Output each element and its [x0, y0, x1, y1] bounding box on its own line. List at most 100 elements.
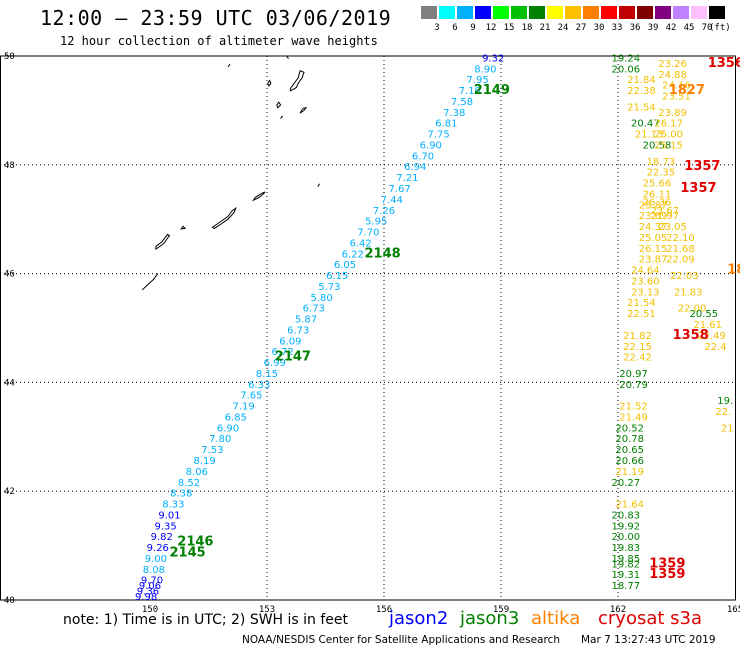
- wave-height-value: 20.00: [611, 532, 640, 543]
- satellite-name: jason3: [460, 608, 520, 629]
- wave-height-value: 9.35: [154, 521, 176, 532]
- island-outline: [267, 79, 272, 87]
- wave-height-value: 6.85: [225, 412, 247, 423]
- wave-height-value: 21.19: [615, 467, 644, 478]
- wave-height-value: 9.26: [147, 543, 169, 554]
- wave-height-value: 22.15: [623, 342, 652, 353]
- wave-height-value: 9.36: [137, 587, 159, 598]
- wave-height-value: 6.81: [435, 119, 457, 130]
- wave-height-value: 9.00: [145, 554, 167, 565]
- lat-tick-label: 46: [4, 270, 15, 280]
- wave-height-value: 26.17: [654, 119, 683, 130]
- wave-height-value: 18.73: [647, 157, 676, 168]
- wave-height-value: 7.67: [388, 184, 410, 195]
- wave-height-value: 25.00: [654, 130, 683, 141]
- island-outline: [180, 225, 187, 230]
- wave-height-value: 24.16: [662, 81, 691, 92]
- wave-height-value: 21.52: [619, 402, 648, 413]
- wave-height-value: 20.58: [643, 140, 672, 151]
- pass-number: 1356: [708, 56, 740, 71]
- wave-height-value: 23.13: [631, 287, 660, 298]
- wave-height-value: 7.58: [451, 97, 473, 108]
- lon-tick-label: 165: [727, 605, 740, 615]
- wave-height-value: 6.09: [279, 336, 301, 347]
- lon-tick-label: 162: [610, 605, 626, 615]
- wave-height-value: 21.49: [619, 412, 648, 423]
- pass-number: 2145: [170, 545, 206, 560]
- legend-label: 24: [557, 23, 569, 33]
- wave-height-value: 7.95: [466, 75, 488, 86]
- pass-number: 2149: [474, 83, 510, 98]
- wave-height-value: 23.87: [639, 255, 668, 266]
- legend-swatch: [439, 6, 455, 19]
- wave-height-value: 20.06: [611, 64, 640, 75]
- legend-label: 15: [503, 23, 515, 33]
- legend-swatch: [493, 6, 509, 19]
- wave-height-value: 22.09: [666, 255, 695, 266]
- lat-tick-label: 48: [4, 161, 15, 171]
- wave-height-value: 9.06: [139, 581, 161, 592]
- wave-height-value: 20.47: [631, 119, 660, 130]
- legend-swatch: [421, 6, 437, 19]
- island-outline: [286, 55, 289, 59]
- wave-height-value: 7.44: [381, 195, 403, 206]
- wave-height-value: 21.83: [674, 287, 703, 298]
- legend-label: 39: [647, 23, 659, 33]
- legend-label: 18: [521, 23, 533, 33]
- wave-height-value: 22.03: [670, 271, 699, 282]
- wave-height-value: 5.73: [318, 282, 340, 293]
- legend-swatch: [529, 6, 545, 19]
- credit-line: NOAA/NESDIS Center for Satellite Applica…: [242, 634, 560, 646]
- pass-number: 1358: [673, 328, 709, 343]
- wave-height-value: 23.05: [658, 222, 687, 233]
- legend-label: 45: [683, 23, 695, 33]
- wave-height-value: 6.05: [334, 260, 356, 271]
- wave-height-value: 21.64: [615, 500, 644, 511]
- satellite-name: cryosat s3a: [598, 608, 703, 629]
- lat-tick-label: 50: [4, 52, 15, 62]
- legend-unit: (ft): [709, 23, 731, 33]
- wave-height-value: 8.06: [186, 467, 208, 478]
- wave-height-value: 26.36: [643, 198, 672, 209]
- wave-height-value: 6.99: [264, 358, 286, 369]
- pass-number: 18: [727, 263, 740, 278]
- legend-swatch: [619, 6, 635, 19]
- wave-height-value: 19.92: [611, 521, 640, 532]
- wave-height-value: 7.38: [443, 108, 465, 119]
- wave-height-value: 22.51: [627, 309, 656, 320]
- wave-height-value: 6.42: [349, 238, 371, 249]
- wave-height-value: 23.67: [650, 206, 679, 217]
- legend-label: 30: [593, 23, 605, 33]
- wave-height-value: 18.77: [611, 581, 640, 592]
- island-outline: [211, 206, 237, 229]
- wave-height-value: 6.73: [303, 304, 325, 315]
- wave-height-value: 9.98: [135, 592, 157, 603]
- legend-swatch: [709, 6, 725, 19]
- wave-height-value: 21.54: [627, 298, 656, 309]
- wave-height-value: 21.68: [666, 244, 695, 255]
- wave-height-value: 21.82: [623, 331, 652, 342]
- legend-swatch: [565, 6, 581, 19]
- wave-height-value: 6.22: [342, 249, 364, 260]
- island-outline: [299, 106, 308, 114]
- wave-height-value: 9.01: [158, 510, 180, 521]
- wave-height-value: 19.24: [611, 53, 640, 64]
- lon-tick-label: 159: [493, 605, 509, 615]
- wave-height-value: 9.82: [151, 532, 173, 543]
- wave-height-value: 23.26: [658, 59, 687, 70]
- wave-height-value: 7.80: [209, 434, 231, 445]
- wave-height-value: 7.19: [232, 402, 254, 413]
- map-border: [0, 55, 736, 601]
- lat-tick-label: 40: [4, 596, 15, 606]
- wave-height-value: 7.53: [201, 445, 223, 456]
- pass-number: 2148: [365, 246, 401, 261]
- lon-tick-label: 150: [142, 605, 158, 615]
- island-outline: [280, 115, 284, 119]
- wave-height-value: 8.08: [143, 565, 165, 576]
- lon-tick-label: 153: [259, 605, 275, 615]
- legend-swatch: [475, 6, 491, 19]
- wave-height-value: 23.60: [631, 276, 660, 287]
- wave-height-value: 5.87: [295, 315, 317, 326]
